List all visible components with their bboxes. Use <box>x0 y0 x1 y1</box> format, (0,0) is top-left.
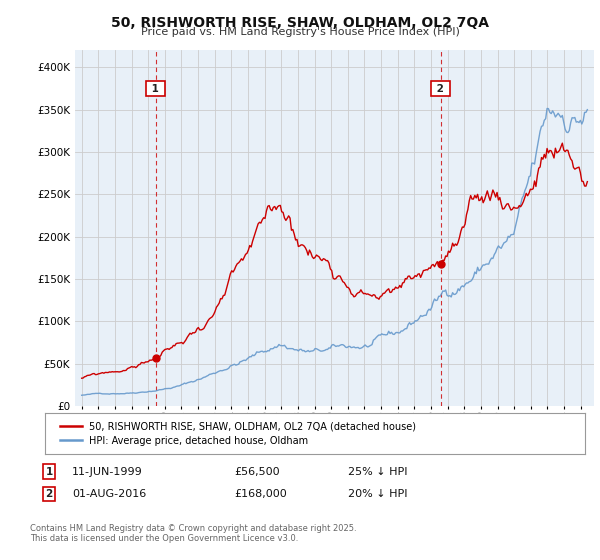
Text: £168,000: £168,000 <box>234 489 287 499</box>
Text: 11-JUN-1999: 11-JUN-1999 <box>72 466 143 477</box>
Text: £56,500: £56,500 <box>234 466 280 477</box>
Text: Price paid vs. HM Land Registry's House Price Index (HPI): Price paid vs. HM Land Registry's House … <box>140 27 460 37</box>
Legend: 50, RISHWORTH RISE, SHAW, OLDHAM, OL2 7QA (detached house), HPI: Average price, : 50, RISHWORTH RISE, SHAW, OLDHAM, OL2 7Q… <box>55 416 421 451</box>
Text: Contains HM Land Registry data © Crown copyright and database right 2025.
This d: Contains HM Land Registry data © Crown c… <box>30 524 356 543</box>
Text: 50, RISHWORTH RISE, SHAW, OLDHAM, OL2 7QA: 50, RISHWORTH RISE, SHAW, OLDHAM, OL2 7Q… <box>111 16 489 30</box>
Text: 2: 2 <box>46 489 53 499</box>
Text: 20% ↓ HPI: 20% ↓ HPI <box>348 489 407 499</box>
Text: 2: 2 <box>433 83 448 94</box>
Text: 1: 1 <box>46 466 53 477</box>
Text: 1: 1 <box>148 83 163 94</box>
Text: 25% ↓ HPI: 25% ↓ HPI <box>348 466 407 477</box>
Text: 01-AUG-2016: 01-AUG-2016 <box>72 489 146 499</box>
